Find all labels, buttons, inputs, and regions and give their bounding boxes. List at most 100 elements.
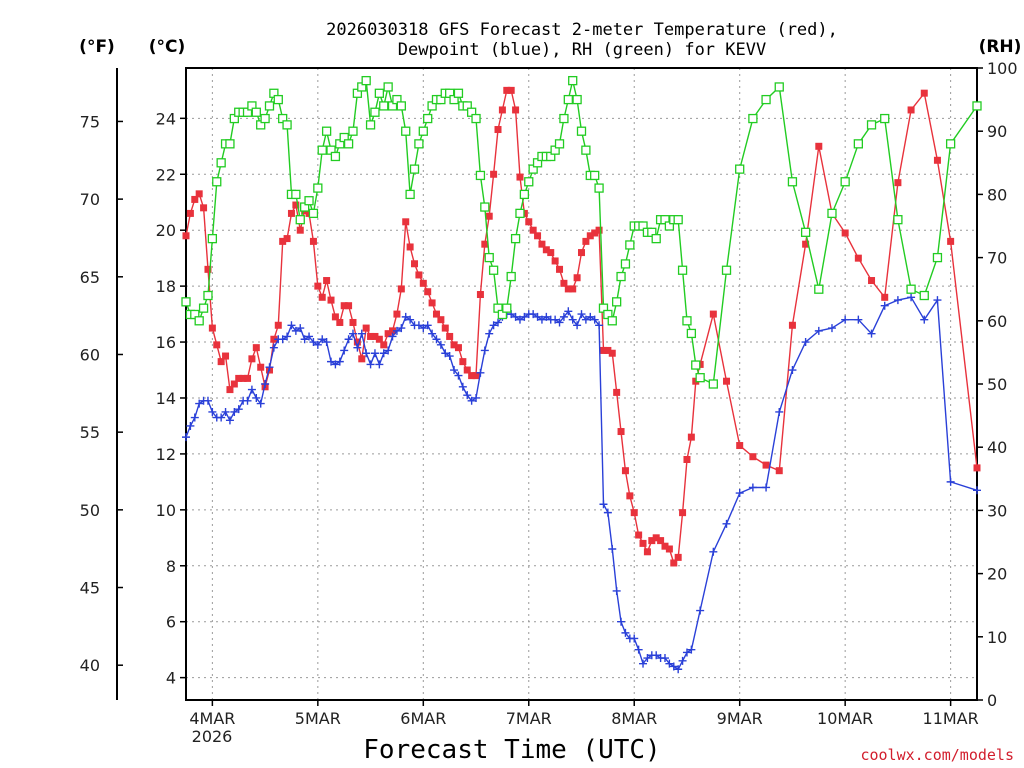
- x-axis-title: Forecast Time (UTC): [363, 735, 660, 765]
- temperature-point: [441, 324, 449, 332]
- celsius-tick-label: 6: [166, 613, 176, 632]
- dewpoint-point: [568, 315, 577, 324]
- dewpoint-point: [634, 645, 643, 654]
- dewpoint-point: [362, 349, 371, 358]
- temperature-point: [578, 249, 585, 257]
- rh-point: [330, 151, 341, 162]
- rh-point: [216, 158, 226, 168]
- temperature-point: [907, 106, 915, 114]
- dewpoint-point: [643, 654, 652, 663]
- dewpoint-point: [287, 321, 296, 330]
- dewpoint-point: [467, 396, 476, 405]
- rh-point: [304, 196, 314, 206]
- rh-point: [612, 297, 622, 307]
- dewpoint-point: [291, 326, 300, 335]
- temperature-point: [446, 332, 454, 340]
- temperature-point: [613, 388, 621, 396]
- dewpoint-point: [256, 399, 265, 408]
- temperature-point: [920, 89, 928, 97]
- dewpoint-point: [344, 335, 353, 344]
- temperature-point: [551, 257, 559, 265]
- dewpoint-point: [331, 360, 340, 369]
- rh-point: [260, 113, 270, 124]
- temperature-point: [525, 218, 533, 226]
- temperature-point: [512, 106, 520, 114]
- dewpoint-point: [432, 335, 441, 344]
- rh-point: [348, 126, 358, 136]
- temperature-point: [393, 310, 401, 318]
- temperature-point: [586, 232, 594, 240]
- temperature-point: [463, 366, 471, 374]
- temperature-point: [687, 433, 695, 441]
- temperature-point: [709, 310, 717, 318]
- rh-point: [686, 328, 697, 339]
- temperature-point: [432, 310, 440, 318]
- dewpoint-point: [322, 338, 331, 347]
- dewpoint-point: [392, 326, 401, 335]
- temperature-point: [336, 318, 344, 326]
- rh-point: [515, 208, 525, 219]
- dewpoint-point: [247, 385, 256, 394]
- temperature-point: [287, 209, 295, 217]
- dewpoint-point: [313, 340, 322, 349]
- dewpoint-point: [252, 393, 261, 402]
- dewpoint-point: [920, 315, 929, 324]
- temperature-point: [239, 374, 247, 382]
- rh-point: [282, 120, 292, 130]
- temperature-point: [419, 279, 427, 287]
- temperature-point: [340, 302, 348, 310]
- rh-point: [370, 107, 380, 117]
- rh-point: [932, 252, 943, 263]
- dewpoint-point: [454, 371, 463, 380]
- rh-point: [519, 189, 530, 200]
- fahrenheit-tick-label: 50: [80, 501, 100, 520]
- dewpoint-point: [494, 318, 503, 327]
- dewpoint-point: [775, 407, 784, 416]
- dewpoint-point: [436, 340, 445, 349]
- dewpoint-point: [428, 329, 437, 338]
- rh-tick-label: 10: [987, 628, 1007, 647]
- dewpoint-point: [612, 586, 621, 595]
- temperature-point: [665, 545, 673, 553]
- temperature-point: [309, 237, 317, 245]
- temperature-point: [406, 243, 414, 251]
- temperature-point: [670, 559, 678, 567]
- time-tick-label: 4MAR: [189, 709, 235, 728]
- dewpoint-point: [463, 391, 472, 400]
- rh-point: [475, 170, 486, 181]
- temperature-point: [933, 156, 941, 164]
- temperature-series: [182, 86, 981, 567]
- temperature-point: [389, 327, 397, 335]
- dewpoint-point: [414, 321, 423, 330]
- temperature-point: [274, 321, 282, 329]
- dewpoint-line: [185, 296, 978, 671]
- dewpoint-point: [379, 349, 388, 358]
- temperature-point: [353, 338, 361, 346]
- dewpoint-point: [564, 307, 573, 316]
- temperature-point: [503, 86, 511, 94]
- dewpoint-point: [485, 329, 494, 338]
- temperature-point: [270, 335, 278, 343]
- dewpoint-point: [788, 366, 797, 375]
- rh-point: [484, 252, 494, 263]
- rh-point: [374, 88, 385, 98]
- rh-point: [906, 284, 916, 294]
- temperature-point: [538, 240, 546, 248]
- rh-point: [510, 233, 521, 244]
- time-tick-label: 5MAR: [295, 709, 341, 728]
- rh-point: [480, 202, 490, 212]
- temperature-point: [362, 324, 370, 332]
- temperature-point: [345, 302, 353, 310]
- dewpoint-point: [327, 357, 336, 366]
- dewpoint-point: [423, 321, 432, 330]
- dewpoint-point: [555, 318, 564, 327]
- dewpoint-point: [696, 606, 705, 615]
- dewpoint-point: [441, 349, 450, 358]
- temperature-point: [868, 277, 876, 285]
- dewpoint-point: [489, 321, 498, 330]
- dewpoint-point: [608, 544, 617, 553]
- temperature-point: [213, 341, 221, 349]
- rh-point: [691, 360, 701, 370]
- temperature-point: [367, 332, 375, 340]
